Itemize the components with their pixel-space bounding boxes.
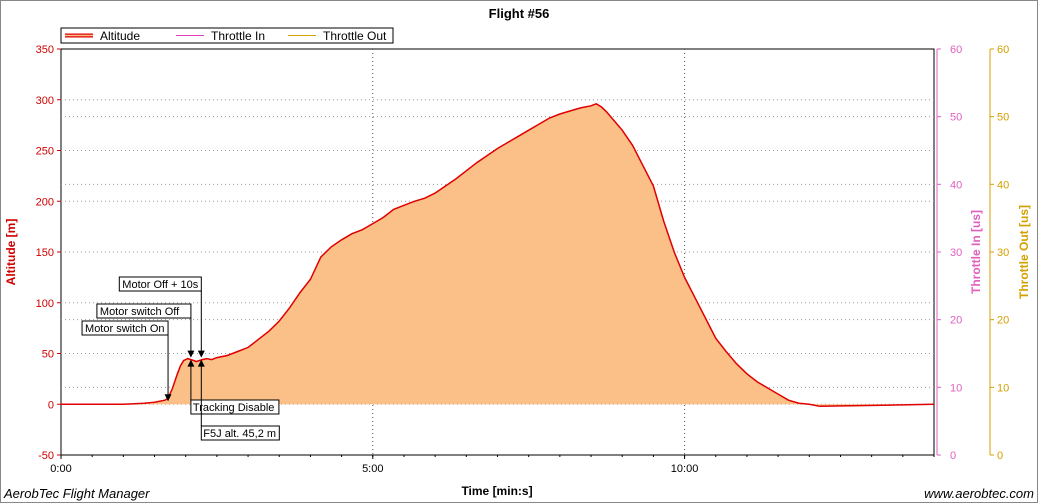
- x-tick-label: 10:00: [671, 463, 699, 475]
- marker-box: [96, 303, 192, 319]
- x-tick-label: 0:00: [50, 463, 71, 475]
- legend-label-altitude: Altitude: [100, 29, 140, 43]
- y3-tick-label: 50: [997, 112, 1009, 124]
- marker-arrow-up: [197, 359, 205, 367]
- y3-tick-label: 0: [997, 450, 1003, 462]
- y-tick-label: 0: [48, 399, 54, 411]
- x-tick-label: 5:00: [362, 463, 383, 475]
- event-markers: Motor switch On Motor switch Off Motor Off…: [81, 276, 280, 441]
- altitude-fill: [61, 103, 934, 407]
- y2-tick-label: 60: [950, 44, 962, 56]
- marker-box: [81, 320, 169, 336]
- marker-label: Motor switch On: [85, 323, 164, 335]
- chart-title: Flight #56: [489, 6, 550, 21]
- marker-arrow-up: [187, 359, 195, 367]
- y-tick-label: 250: [36, 146, 54, 158]
- y-tick-label: 200: [36, 196, 54, 208]
- y-axis-title: Altitude [m]: [4, 219, 18, 286]
- y3-tick-label: 60: [997, 44, 1009, 56]
- marker-label: F5J alt. 45,2 m: [203, 428, 276, 440]
- y2-tick-label: 40: [950, 179, 962, 191]
- y2-tick-label: 30: [950, 247, 962, 259]
- y3-tick-label: 40: [997, 179, 1009, 191]
- y2-tick-label: 20: [950, 315, 962, 327]
- legend: Altitude Throttle In Throttle Out: [60, 27, 394, 44]
- y-tick-label: 150: [36, 247, 54, 259]
- marker-label: Tracking Disable: [193, 402, 275, 414]
- legend-label-throttle-out: Throttle Out: [323, 29, 387, 43]
- app-name: AerobTec Flight Manager: [4, 486, 150, 501]
- marker-arrow-down: [197, 350, 205, 358]
- y2-tick-label: 50: [950, 112, 962, 124]
- y3-tick-label: 20: [997, 315, 1009, 327]
- x-axis-title: Time [min:s]: [461, 484, 532, 498]
- y2-axis-title: Throttle In [us]: [969, 210, 983, 294]
- y-tick-label: -50: [38, 450, 54, 462]
- altitude-line: [61, 102, 935, 408]
- y-tick-label: 50: [42, 349, 54, 361]
- legend-label-throttle-in: Throttle In: [211, 29, 265, 43]
- marker-box: [118, 276, 202, 292]
- y-tick-label: 100: [36, 298, 54, 310]
- marker-arrow-down: [187, 350, 195, 358]
- y2-tick-label: 10: [950, 382, 962, 394]
- marker-arrow-down: [164, 394, 172, 402]
- y2-tick-label: 0: [950, 450, 956, 462]
- y-tick-label: 350: [36, 44, 54, 56]
- y3-tick-label: 30: [997, 247, 1009, 259]
- marker-label: Motor Off + 10s: [122, 279, 198, 291]
- altitude-area: [61, 102, 935, 408]
- marker-box: [200, 425, 280, 441]
- website-link[interactable]: www.aerobtec.com: [924, 486, 1034, 501]
- y3-tick-label: 10: [997, 382, 1009, 394]
- y3-axis-title: Throttle Out [us]: [1017, 205, 1031, 299]
- marker-box: [190, 399, 280, 415]
- y-tick-label: 300: [36, 95, 54, 107]
- marker-label: Motor switch Off: [100, 306, 180, 318]
